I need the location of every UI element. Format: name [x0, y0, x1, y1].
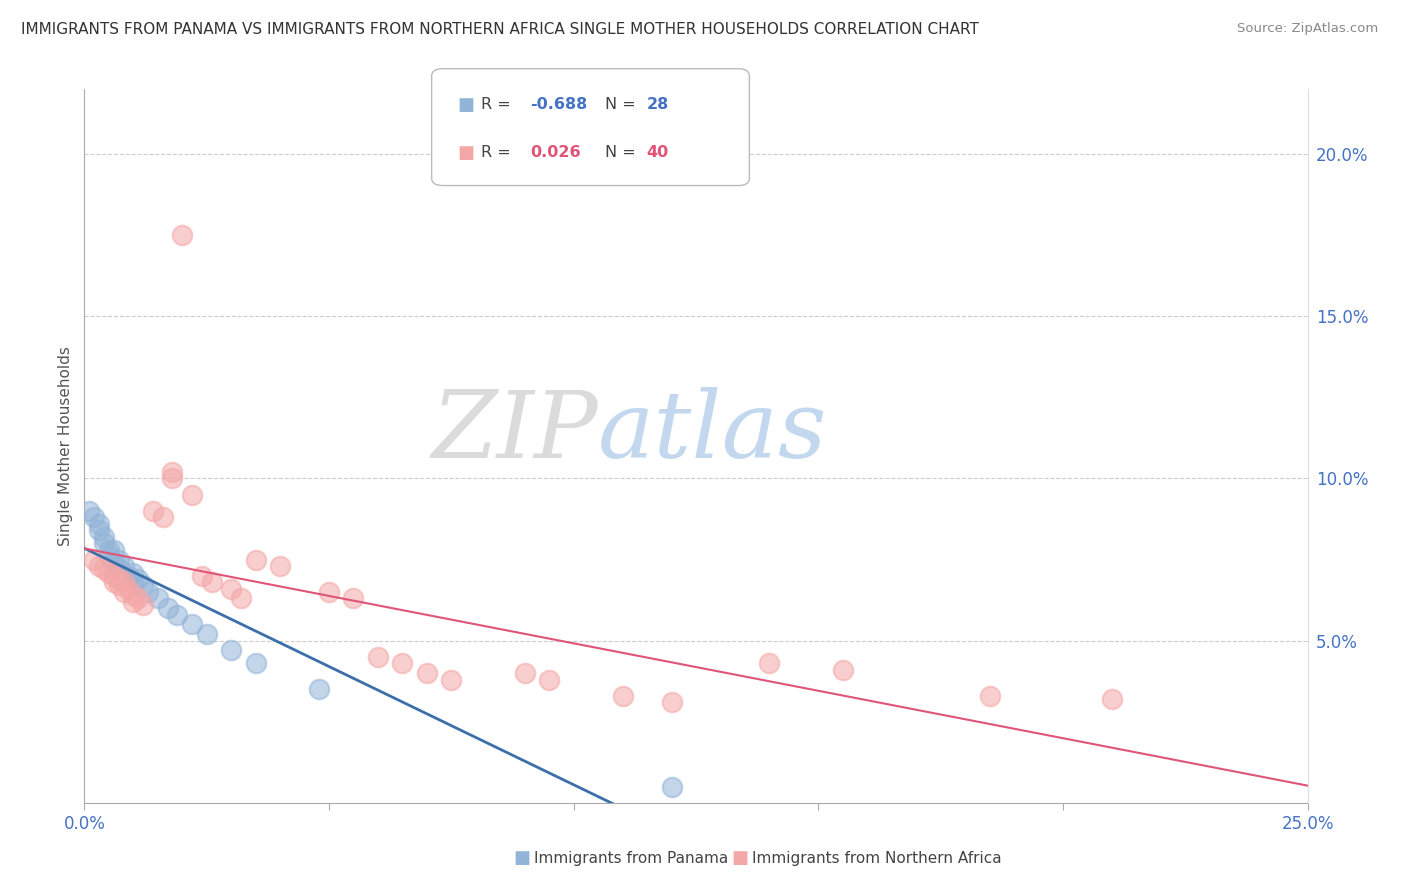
Y-axis label: Single Mother Households: Single Mother Households	[58, 346, 73, 546]
Point	[219, 582, 242, 596]
Point	[191, 568, 214, 582]
Point	[127, 572, 149, 586]
Point	[122, 588, 145, 602]
Text: 0.026: 0.026	[530, 145, 581, 161]
Point	[107, 578, 129, 592]
Text: 28: 28	[647, 97, 669, 112]
Point	[107, 562, 129, 576]
Point	[538, 673, 561, 687]
Point	[107, 552, 129, 566]
Point	[146, 591, 169, 606]
Text: R =: R =	[481, 97, 510, 112]
Point	[245, 657, 267, 671]
Text: ■: ■	[457, 144, 474, 161]
Point	[219, 643, 242, 657]
Point	[127, 591, 149, 606]
Point	[181, 488, 204, 502]
Point	[93, 536, 115, 550]
Point	[107, 572, 129, 586]
Point	[97, 549, 120, 564]
Point	[166, 607, 188, 622]
Text: atlas: atlas	[598, 387, 828, 476]
Point	[97, 542, 120, 557]
Point	[112, 575, 135, 590]
Text: -0.688: -0.688	[530, 97, 588, 112]
Point	[831, 663, 853, 677]
Text: ■: ■	[513, 849, 530, 867]
Text: N =: N =	[605, 145, 636, 161]
Point	[83, 510, 105, 524]
Point	[122, 595, 145, 609]
Point	[367, 649, 389, 664]
Point	[308, 682, 330, 697]
Point	[152, 510, 174, 524]
Point	[979, 689, 1001, 703]
Point	[97, 566, 120, 580]
Point	[513, 666, 536, 681]
Point	[136, 585, 159, 599]
Text: ■: ■	[731, 849, 748, 867]
Point	[162, 465, 184, 479]
Point	[93, 530, 115, 544]
Point	[122, 566, 145, 580]
Point	[318, 585, 340, 599]
Point	[162, 471, 184, 485]
Point	[103, 556, 125, 570]
Point	[83, 552, 105, 566]
Point	[112, 559, 135, 574]
Point	[112, 585, 135, 599]
Point	[440, 673, 463, 687]
Point	[245, 552, 267, 566]
Text: 40: 40	[647, 145, 669, 161]
Text: IMMIGRANTS FROM PANAMA VS IMMIGRANTS FROM NORTHERN AFRICA SINGLE MOTHER HOUSEHOL: IMMIGRANTS FROM PANAMA VS IMMIGRANTS FRO…	[21, 22, 979, 37]
Point	[342, 591, 364, 606]
Point	[93, 562, 115, 576]
Point	[103, 542, 125, 557]
Point	[661, 695, 683, 709]
Point	[200, 575, 222, 590]
Point	[132, 598, 155, 612]
Point	[416, 666, 439, 681]
Point	[391, 657, 413, 671]
Point	[103, 575, 125, 590]
Point	[195, 627, 218, 641]
Point	[229, 591, 252, 606]
Point	[1101, 692, 1123, 706]
Text: Immigrants from Panama: Immigrants from Panama	[534, 851, 728, 865]
Point	[612, 689, 634, 703]
Text: Immigrants from Northern Africa: Immigrants from Northern Africa	[752, 851, 1002, 865]
Text: N =: N =	[605, 97, 636, 112]
Point	[87, 516, 110, 531]
Point	[77, 504, 100, 518]
Text: R =: R =	[481, 145, 510, 161]
Point	[122, 575, 145, 590]
Point	[103, 568, 125, 582]
Point	[117, 568, 139, 582]
Text: ZIP: ZIP	[432, 387, 598, 476]
Point	[87, 559, 110, 574]
Point	[181, 617, 204, 632]
Point	[132, 578, 155, 592]
Point	[269, 559, 291, 574]
Point	[661, 780, 683, 794]
Text: ■: ■	[457, 95, 474, 113]
Point	[117, 582, 139, 596]
Point	[142, 504, 165, 518]
Point	[156, 601, 179, 615]
Text: Source: ZipAtlas.com: Source: ZipAtlas.com	[1237, 22, 1378, 36]
Point	[758, 657, 780, 671]
Point	[172, 228, 194, 243]
Point	[87, 524, 110, 538]
